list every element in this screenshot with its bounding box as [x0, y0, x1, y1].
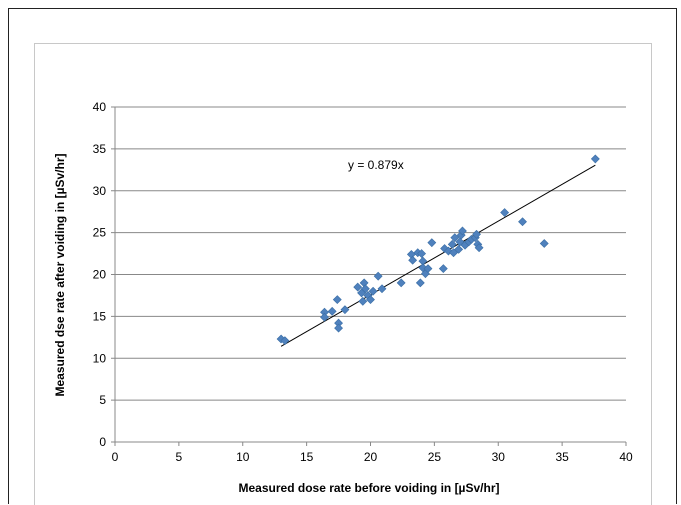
trendline-equation: y = 0.879x [348, 158, 404, 172]
x-tick-label: 15 [300, 450, 314, 464]
data-point [360, 284, 370, 294]
y-axis-title: Measured dse rate after voiding in [µSv/… [53, 154, 67, 397]
trendline-group [280, 164, 596, 347]
y-tick-label: 25 [93, 226, 107, 240]
gridlines [115, 106, 626, 401]
x-tick-labels: 0 5 10 15 20 25 30 35 40 [112, 450, 633, 464]
data-point [334, 323, 343, 333]
y-tick-label: 0 [99, 435, 106, 449]
data-point [455, 237, 465, 247]
x-tick-label: 25 [428, 450, 442, 464]
x-tick-label: 35 [555, 450, 569, 464]
data-point [590, 154, 600, 164]
x-tick-label: 10 [236, 450, 250, 464]
data-point [366, 295, 375, 305]
data-point [449, 248, 458, 258]
x-tick-label: 40 [619, 450, 633, 464]
y-tick-label: 40 [93, 100, 107, 114]
data-point [332, 295, 342, 305]
data-point [340, 305, 350, 315]
y-tick-label: 20 [93, 268, 107, 282]
data-point [327, 306, 337, 316]
data-point [280, 336, 290, 346]
data-point [458, 226, 467, 236]
x-tick-label: 0 [112, 450, 119, 464]
data-point [450, 233, 460, 243]
y-tick-label: 15 [93, 309, 107, 323]
x-tick-label: 30 [492, 450, 506, 464]
data-point [358, 296, 368, 306]
x-axis-title: Measured dose rate before voiding in [µS… [239, 481, 500, 495]
trendline [280, 164, 596, 347]
data-point [368, 286, 378, 296]
data-point [447, 239, 457, 249]
data-point [438, 264, 448, 274]
data-point [373, 271, 383, 281]
y-tick-label: 10 [93, 351, 107, 365]
x-tick-label: 20 [364, 450, 378, 464]
data-point [454, 244, 464, 254]
y-tick-label: 35 [93, 142, 107, 156]
data-point [353, 282, 363, 292]
y-tick-label: 30 [93, 184, 107, 198]
data-point [427, 238, 437, 248]
data-point [415, 278, 425, 288]
figure-frame [8, 8, 677, 504]
data-point [474, 243, 484, 253]
data-point [472, 229, 481, 239]
data-point [396, 278, 406, 288]
data-point [377, 284, 387, 294]
x-tick-label: 5 [176, 450, 183, 464]
data-point [320, 312, 329, 322]
data-point [417, 249, 427, 258]
axes [111, 106, 627, 446]
data-points [276, 154, 600, 346]
y-tick-labels: 0 5 10 15 20 25 30 35 40 [93, 100, 107, 449]
data-point [500, 208, 510, 217]
data-point [423, 264, 433, 274]
data-point [408, 255, 418, 265]
y-tick-label: 5 [99, 393, 106, 407]
data-point [539, 239, 549, 248]
data-point [518, 217, 527, 227]
